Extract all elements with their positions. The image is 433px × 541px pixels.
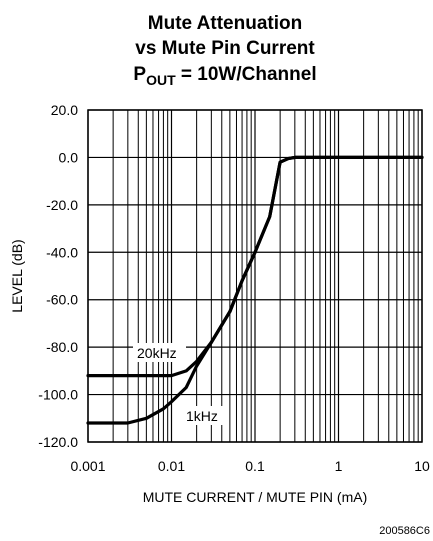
x-tick-label: 0.1 <box>245 458 265 474</box>
y-tick-label: 20.0 <box>51 102 78 118</box>
x-tick-label: 1 <box>335 458 343 474</box>
y-tick-label: -120.0 <box>38 434 78 450</box>
y-tick-label: 0.0 <box>59 149 79 165</box>
label-1khz-backdrop <box>182 406 228 425</box>
subtitle-prefix: P <box>133 64 146 85</box>
figure-id: 200586C6 <box>379 525 430 537</box>
chart-title-line-1: Mute Attenuation <box>148 13 302 34</box>
x-tick-label: 0.001 <box>70 458 105 474</box>
x-tick-labels: 0.001 0.01 0.1 1 10 <box>70 458 430 474</box>
chart-subtitle: POUT = 10W/Channel <box>133 64 316 88</box>
label-20khz-backdrop <box>133 343 186 362</box>
y-axis-label: LEVEL (dB) <box>9 239 25 312</box>
series-label-1khz: 1kHz <box>186 408 218 424</box>
y-tick-label: -100.0 <box>38 387 78 403</box>
minor-grid <box>112 110 419 442</box>
series-line-1khz <box>86 155 424 425</box>
x-tick-label: 10 <box>414 458 430 474</box>
plot-frame <box>87 109 423 443</box>
series-label-20khz: 20kHz <box>137 345 177 361</box>
y-tick-label: -20.0 <box>46 197 78 213</box>
series-lines <box>86 155 424 425</box>
chart-title-line-2: vs Mute Pin Current <box>135 38 315 59</box>
y-tick-label: -40.0 <box>46 244 78 260</box>
subtitle-suffix: = 10W/Channel <box>176 64 317 85</box>
x-tick-label: 0.01 <box>158 458 185 474</box>
subtitle-subscript: OUT <box>146 72 176 88</box>
x-axis-label: MUTE CURRENT / MUTE PIN (mA) <box>143 489 368 505</box>
y-tick-label: -60.0 <box>46 292 78 308</box>
y-tick-labels: 20.0 0.0 -20.0 -40.0 -60.0 -80.0 -100.0 -120.0 <box>38 102 78 450</box>
y-tick-label: -80.0 <box>46 339 78 355</box>
